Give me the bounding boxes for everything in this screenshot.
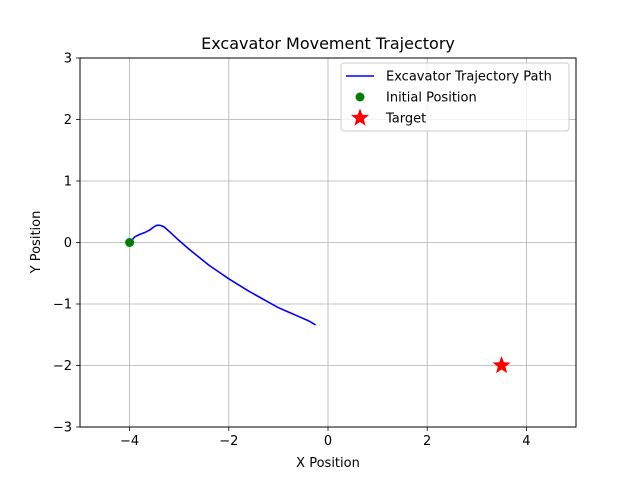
chart-title: Excavator Movement Trajectory	[201, 34, 455, 53]
legend-label: Initial Position	[386, 91, 477, 106]
tick-layer: −4 −2 0 2 4 −3 −2 −1 0 1 2 3	[53, 52, 531, 450]
target-star-marker	[492, 356, 511, 374]
legend: Excavator Trajectory Path Initial Positio…	[340, 62, 570, 132]
y-tick-label: 2	[64, 113, 72, 128]
data-layer	[125, 224, 511, 374]
x-axis-label: X Position	[296, 456, 360, 471]
legend-label: Excavator Trajectory Path	[386, 70, 552, 85]
x-tick-label: −2	[219, 434, 238, 449]
y-tick-label: 1	[64, 175, 72, 190]
legend-star-swatch	[350, 108, 370, 126]
y-tick-label: 3	[64, 52, 72, 67]
y-tick-label: −2	[53, 359, 72, 374]
legend-box	[340, 62, 570, 132]
trajectory-path-line	[129, 224, 317, 326]
x-tick-label: 2	[423, 434, 431, 449]
x-tick-label: 4	[522, 434, 530, 449]
y-axis-label: Y Position	[29, 211, 44, 275]
initial-position-point	[125, 238, 135, 247]
y-tick-label: 0	[64, 236, 72, 251]
x-tick-label: −4	[120, 434, 139, 449]
legend-point-swatch	[355, 92, 365, 102]
x-tick-label: 0	[324, 434, 332, 449]
y-tick-label: −1	[53, 298, 72, 313]
legend-label: Target	[385, 112, 426, 127]
y-tick-label: −3	[53, 421, 72, 436]
